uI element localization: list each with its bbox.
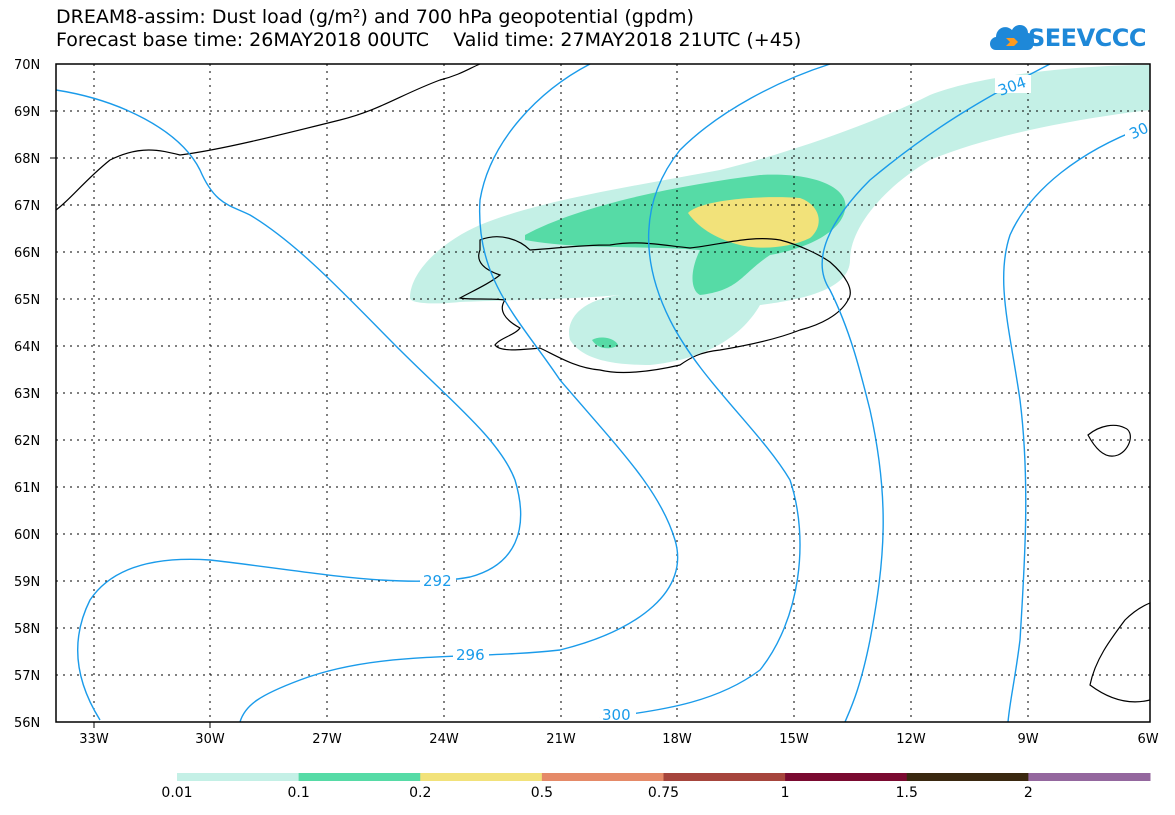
colorbar-swatch xyxy=(1028,773,1151,781)
colorbar-label: 0.5 xyxy=(530,785,554,801)
contour-292-west xyxy=(55,89,522,721)
coastline-greenland xyxy=(55,63,481,211)
lat-label: 61N xyxy=(14,481,40,496)
colorbar-swatch xyxy=(541,773,664,781)
colorbar-label: 0.1 xyxy=(287,785,310,801)
lon-label: 18W xyxy=(662,732,692,747)
colorbar-swatch xyxy=(785,773,908,781)
map-subtitle: Forecast base time: 26MAY2018 00UTC Vali… xyxy=(56,29,802,51)
colorbar-swatch xyxy=(663,773,786,781)
coastline-faroes xyxy=(1087,424,1131,457)
lon-label: 15W xyxy=(779,732,809,747)
colorbar-label: 1 xyxy=(780,785,790,801)
lat-label: 66N xyxy=(14,246,40,261)
dust-field xyxy=(410,65,1150,365)
colorbar-label: 2 xyxy=(1023,785,1033,801)
contour-label-292: 292 xyxy=(423,572,452,590)
lat-label: 62N xyxy=(14,434,40,449)
colorbar xyxy=(177,773,1151,781)
longitude-labels: 33W 30W 27W 24W 21W 18W 15W 12W 9W 6W xyxy=(79,732,1158,747)
lon-label: 27W xyxy=(312,732,342,747)
geopotential-contours xyxy=(55,63,1151,723)
lon-label: 30W xyxy=(195,732,225,747)
lat-label: 63N xyxy=(14,387,40,402)
lat-label: 65N xyxy=(14,293,40,308)
lat-label: 64N xyxy=(14,340,40,355)
lon-label: 24W xyxy=(429,732,459,747)
lon-label: 12W xyxy=(896,732,926,747)
contour-304 xyxy=(821,63,1051,723)
map-frame xyxy=(55,63,1151,723)
colorbar-swatch xyxy=(177,773,300,781)
lat-label: 60N xyxy=(14,528,40,543)
contour-308 xyxy=(1002,124,1151,723)
lon-label: 21W xyxy=(546,732,576,747)
lon-label: 9W xyxy=(1017,732,1038,747)
colorbar-label: 0.75 xyxy=(647,785,680,801)
graticule xyxy=(56,64,1150,722)
lat-label: 70N xyxy=(14,58,40,73)
lat-label: 58N xyxy=(14,622,40,637)
colorbar-swatch xyxy=(420,773,543,781)
lat-label: 67N xyxy=(14,199,40,214)
colorbar-swatch xyxy=(298,773,421,781)
map-title: DREAM8-assim: Dust load (g/m²) and 700 h… xyxy=(56,6,694,28)
contour-label-296: 296 xyxy=(456,646,485,664)
lat-label: 57N xyxy=(14,669,40,684)
lon-label: 6W xyxy=(1137,732,1158,747)
latitude-labels: 70N 69N 68N 67N 66N 65N 64N 63N 62N 61N … xyxy=(14,58,40,731)
contour-300 xyxy=(599,63,831,719)
axis-ticks xyxy=(50,110,211,728)
lat-label: 56N xyxy=(14,716,40,731)
colorbar-label: 0.01 xyxy=(161,785,193,801)
contour-label-300: 300 xyxy=(602,706,631,724)
lat-label: 69N xyxy=(14,105,40,120)
lat-label: 68N xyxy=(14,152,40,167)
lon-label: 33W xyxy=(79,732,109,747)
contour-296 xyxy=(239,63,679,723)
colorbar-label: 0.2 xyxy=(409,785,432,801)
colorbar-swatch xyxy=(906,773,1029,781)
coastline xyxy=(55,63,1151,703)
cloud-icon xyxy=(990,24,1034,50)
logo-text: SEEVCCC xyxy=(1028,24,1147,52)
colorbar-label: 1.5 xyxy=(895,785,918,801)
lat-label: 59N xyxy=(14,575,40,590)
coastline-scotland xyxy=(1089,602,1151,703)
